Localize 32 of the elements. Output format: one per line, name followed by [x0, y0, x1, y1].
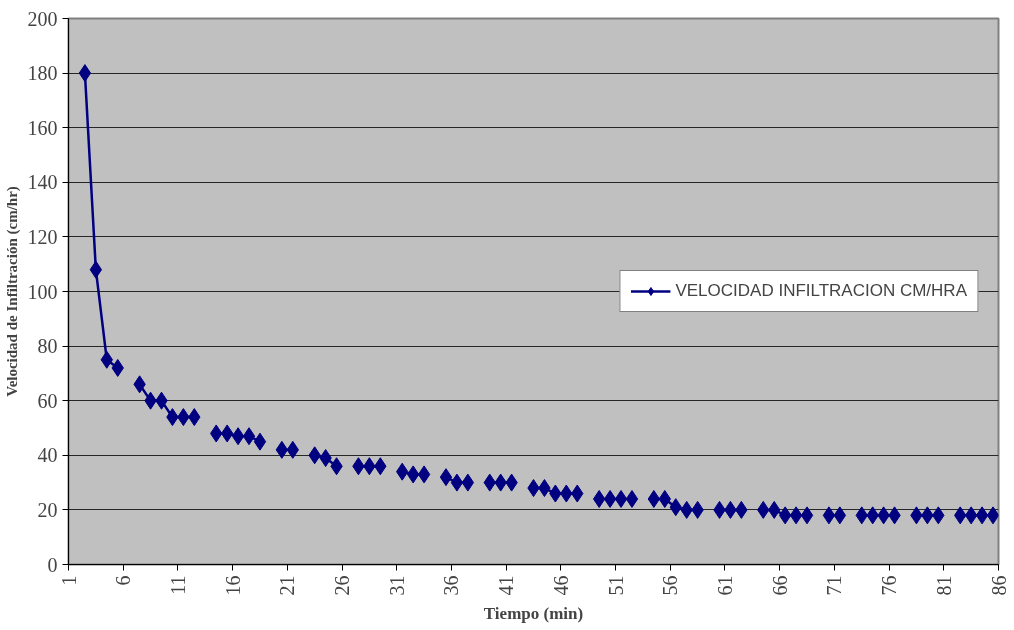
x-tick-label: 1	[57, 575, 80, 586]
legend-label: VELOCIDAD INFILTRACION CM/HRA	[675, 281, 967, 301]
x-tick-label: 16	[221, 575, 244, 596]
x-tick-label: 66	[768, 575, 791, 596]
y-tick-label: 140	[27, 171, 58, 194]
x-tick-label: 6	[112, 575, 135, 586]
x-tick-label: 36	[440, 575, 463, 596]
x-tick-label: 31	[385, 575, 408, 596]
x-tick-label: 21	[276, 575, 299, 596]
x-tick-label: 11	[166, 575, 189, 595]
x-tick-label: 81	[932, 575, 955, 596]
x-tick-label: 76	[878, 575, 901, 596]
y-tick-label: 180	[27, 62, 58, 85]
x-tick-label: 61	[713, 575, 736, 596]
x-tick-label: 56	[659, 575, 682, 596]
y-axis-title: Velocidad de Infiltración (cm/hr)	[3, 186, 21, 397]
y-tick-label: 60	[37, 389, 58, 412]
y-tick-label: 40	[37, 444, 58, 467]
x-tick-label: 26	[331, 575, 354, 596]
y-tick-label: 0	[47, 553, 58, 576]
y-tick-label: 200	[27, 7, 58, 30]
y-tick-label: 20	[37, 498, 58, 521]
y-tick-label: 120	[27, 225, 58, 248]
y-tick-label: 80	[37, 335, 58, 358]
x-tick-label: 46	[549, 575, 572, 596]
x-tick-label: 86	[987, 575, 1010, 596]
x-axis-title: Tiempo (min)	[483, 603, 584, 623]
y-tick-label: 100	[27, 280, 58, 303]
y-tick-label: 160	[27, 116, 58, 139]
x-tick-label: 41	[495, 575, 518, 596]
x-tick-label: 51	[604, 575, 627, 596]
x-tick-label: 71	[823, 575, 846, 596]
